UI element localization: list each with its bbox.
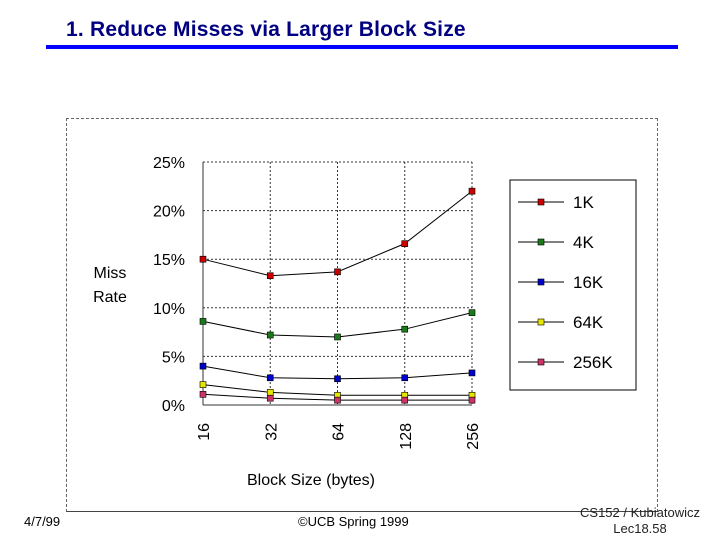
data-point-64K (199, 381, 207, 388)
footer-course-name: CS152 / Kubiatowicz (580, 505, 700, 520)
title-rule (46, 45, 678, 49)
footer-date: 4/7/99 (24, 514, 61, 529)
axis-layer: 0% 5% 10% 15% 20% 25% 16 32 64 128 256 (153, 155, 482, 450)
data-point-1K (468, 187, 476, 195)
slide-title: 1. Reduce Misses via Larger Block Size (66, 18, 466, 41)
data-point-4K (199, 318, 207, 325)
legend-marker (537, 318, 545, 326)
y-axis-label-line1: Miss (94, 265, 127, 282)
data-point-16K (334, 375, 341, 383)
data-point-4K (468, 309, 476, 316)
data-point-16K (199, 362, 207, 370)
figure-frame (66, 118, 658, 512)
data-point-16K (468, 369, 476, 377)
legend-box (509, 179, 637, 391)
legend-marker (537, 278, 545, 286)
legend-entry-16K: 16K (573, 273, 604, 292)
y-tick-label: 20% (153, 204, 185, 221)
data-point-4K (266, 331, 274, 339)
legend-marker (537, 198, 545, 206)
legend-entry-1K: 1K (573, 193, 594, 212)
y-axis-label-line2: Rate (93, 289, 127, 306)
data-point-256K (401, 396, 409, 404)
y-tick-label: 25% (153, 155, 185, 172)
data-point-1K (199, 255, 207, 263)
x-axis-label: Block Size (bytes) (247, 472, 375, 489)
legend-marker (537, 238, 545, 246)
data-point-4K (401, 325, 409, 333)
series-layer (199, 187, 476, 404)
data-point-1K (266, 272, 274, 280)
footer-course: CS152 / Kubiatowicz Lec18.58 (572, 505, 708, 537)
legend-entry-4K: 4K (573, 233, 594, 252)
data-point-256K (266, 394, 274, 402)
y-tick-label: 0% (162, 398, 185, 415)
grid-layer (202, 161, 473, 406)
x-tick-label: 256 (465, 423, 482, 450)
data-point-16K (266, 374, 274, 382)
data-point-4K (334, 333, 341, 341)
data-point-16K (401, 374, 409, 382)
legend-entry-256K: 256K (573, 353, 613, 372)
x-tick-label: 64 (331, 423, 348, 441)
data-point-1K (334, 268, 341, 276)
data-point-256K (468, 396, 476, 404)
x-tick-label: 16 (196, 423, 213, 441)
footer-lecture-number: Lec18.58 (613, 521, 667, 536)
legend-entry-64K: 64K (573, 313, 604, 332)
data-point-1K (401, 240, 409, 247)
legend: 1K 4K 16K 64K 256K (509, 179, 637, 391)
y-tick-label: 15% (153, 252, 185, 269)
data-point-256K (199, 391, 207, 398)
y-tick-label: 10% (153, 301, 185, 318)
legend-marker (537, 358, 545, 366)
series-line-4K (202, 312, 473, 338)
y-tick-label: 5% (162, 349, 185, 366)
x-tick-label: 32 (263, 423, 280, 441)
data-point-256K (334, 396, 341, 404)
data-point-64K (266, 389, 274, 396)
x-tick-label: 128 (398, 423, 415, 450)
footer-copyright: ©UCB Spring 1999 (298, 514, 409, 529)
